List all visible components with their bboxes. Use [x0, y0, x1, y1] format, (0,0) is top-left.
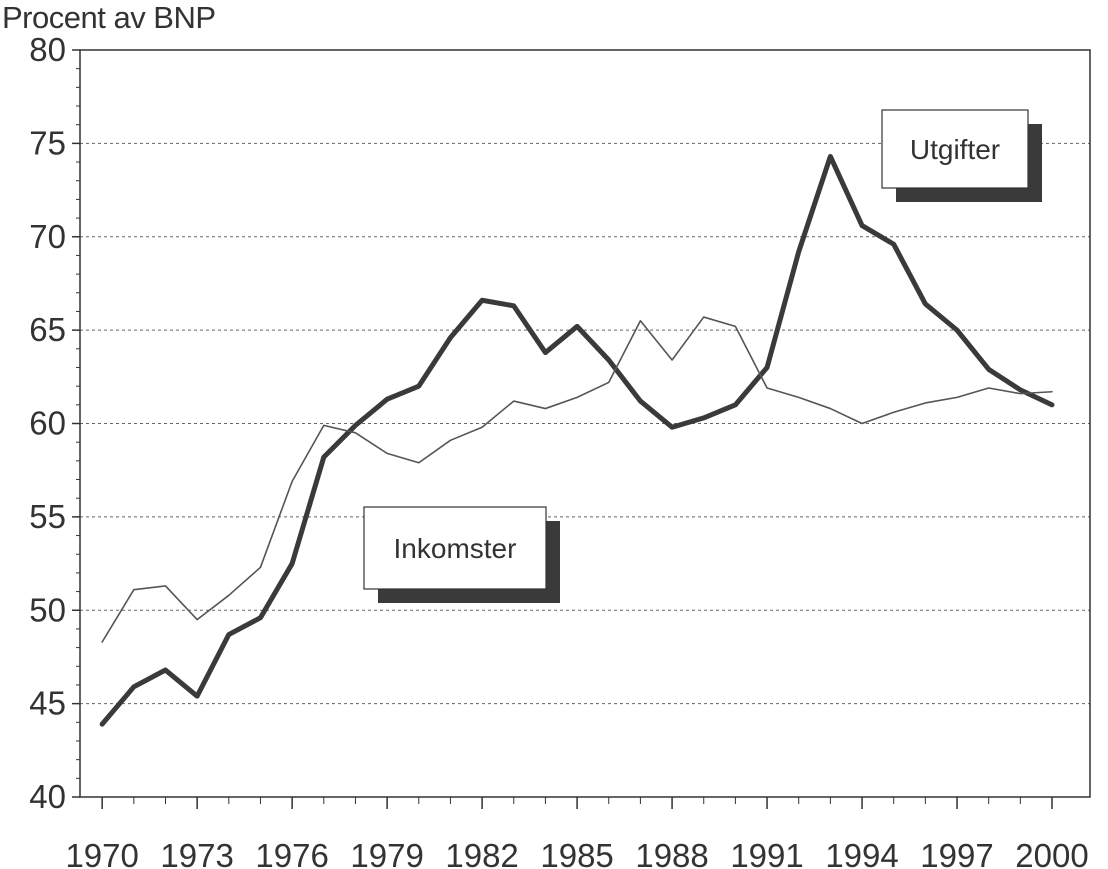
callouts: Utgifter Inkomster [363, 109, 1042, 603]
y-tick-label: 50 [29, 591, 66, 628]
x-tick-label: 1994 [825, 837, 898, 869]
x-tick-label: 1979 [350, 837, 423, 869]
x-tick-label: 1970 [65, 837, 138, 869]
x-tick-label: 1985 [540, 837, 613, 869]
callout-inkomster: Inkomster [363, 506, 560, 603]
y-tick-label: 60 [29, 405, 66, 442]
x-tick-label: 1997 [920, 837, 993, 869]
y-tick-label: 40 [29, 778, 66, 815]
series-line-inkomster [101, 316, 1053, 643]
x-tick-label: 1991 [730, 837, 803, 869]
x-tick-label: 1976 [255, 837, 328, 869]
x-tick-label: 1973 [160, 837, 233, 869]
callout-box [363, 506, 547, 590]
y-tick-label: 75 [29, 124, 66, 161]
y-tick-label: 65 [29, 311, 66, 348]
x-tick-label: 1988 [635, 837, 708, 869]
series-lines [99, 153, 1055, 727]
y-axis: 40 45 50 55 60 65 70 75 80 [29, 31, 80, 815]
callout-label: Inkomster [394, 533, 517, 564]
grid [80, 142, 1090, 705]
x-tick-label: 2000 [1015, 837, 1088, 869]
y-axis-title: Procent av BNP [2, 0, 216, 35]
y-tick-label: 80 [29, 31, 66, 68]
callout-label: Utgifter [910, 134, 1000, 165]
x-axis: 1970 1973 1976 1979 1982 1985 1988 1991 1994 1997… [65, 797, 1089, 869]
x-tick-label: 1982 [445, 837, 518, 869]
y-tick-label: 55 [29, 498, 66, 535]
callout-utgifter: Utgifter [881, 109, 1042, 202]
series-line-utgifter [99, 153, 1055, 727]
y-tick-label: 45 [29, 685, 66, 722]
y-tick-label: 70 [29, 218, 66, 255]
callout-box [881, 109, 1029, 189]
